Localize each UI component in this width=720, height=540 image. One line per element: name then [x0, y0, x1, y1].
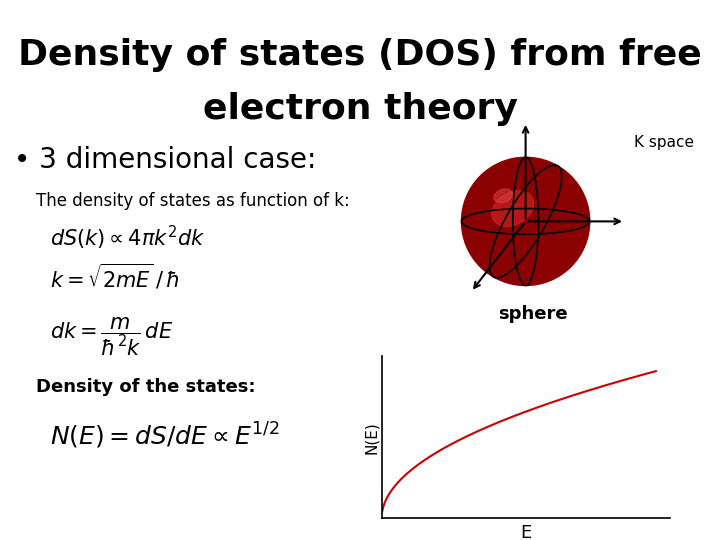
Text: Density of states (DOS) from free: Density of states (DOS) from free [18, 38, 702, 72]
Text: Density of the states:: Density of the states: [36, 378, 256, 396]
Text: $dk = \dfrac{m}{\hbar^2 k}\, dE$: $dk = \dfrac{m}{\hbar^2 k}\, dE$ [50, 316, 174, 358]
Text: K space: K space [634, 135, 693, 150]
Ellipse shape [494, 189, 513, 202]
Text: • 3 dimensional case:: • 3 dimensional case: [14, 146, 317, 174]
Text: electron theory: electron theory [202, 92, 518, 126]
Text: The density of states as function of k:: The density of states as function of k: [36, 192, 350, 210]
Circle shape [462, 157, 590, 286]
X-axis label: E: E [520, 524, 531, 540]
Text: $N(E) = dS/dE \propto E^{1/2}$: $N(E) = dS/dE \propto E^{1/2}$ [50, 421, 280, 451]
Y-axis label: N(E): N(E) [364, 421, 379, 454]
Text: sphere: sphere [498, 305, 567, 323]
Text: $k = \sqrt{2mE}\, /\, \hbar$: $k = \sqrt{2mE}\, /\, \hbar$ [50, 262, 180, 291]
Ellipse shape [492, 191, 534, 226]
Text: $dS(k) \propto 4\pi k^2 dk$: $dS(k) \propto 4\pi k^2 dk$ [50, 224, 206, 252]
